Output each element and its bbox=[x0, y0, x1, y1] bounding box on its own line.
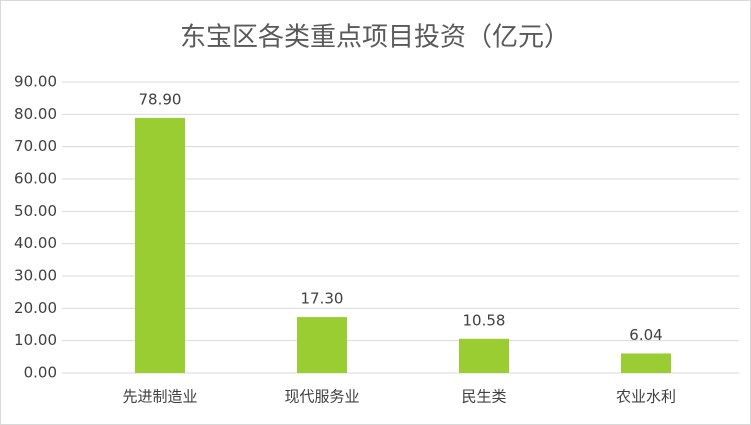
y-tick-label: 40.00 bbox=[14, 234, 57, 252]
y-tick-label: 60.00 bbox=[14, 170, 57, 188]
y-tick-label: 50.00 bbox=[14, 202, 57, 220]
data-label: 10.58 bbox=[463, 311, 506, 329]
bar bbox=[297, 317, 347, 373]
y-tick-label: 30.00 bbox=[14, 267, 57, 285]
chart-title: 东宝区各类重点项目投资（亿元） bbox=[180, 23, 570, 53]
x-tick-label: 民生类 bbox=[461, 388, 506, 406]
y-tick-label: 90.00 bbox=[14, 73, 57, 91]
bar bbox=[135, 117, 185, 373]
x-tick-label: 现代服务业 bbox=[284, 388, 359, 406]
y-tick-label: 20.00 bbox=[14, 299, 57, 317]
bar bbox=[459, 338, 509, 373]
data-label: 78.90 bbox=[139, 90, 182, 108]
x-tick-label: 先进制造业 bbox=[122, 388, 197, 406]
y-tick-label: 10.00 bbox=[14, 331, 57, 349]
data-label: 6.04 bbox=[629, 326, 662, 344]
x-tick-label: 农业水利 bbox=[616, 388, 676, 406]
data-label: 17.30 bbox=[301, 290, 344, 308]
bar bbox=[621, 353, 671, 373]
y-tick-label: 70.00 bbox=[14, 137, 57, 155]
y-tick-label: 80.00 bbox=[14, 105, 57, 123]
y-tick-label: 0.00 bbox=[24, 364, 57, 382]
